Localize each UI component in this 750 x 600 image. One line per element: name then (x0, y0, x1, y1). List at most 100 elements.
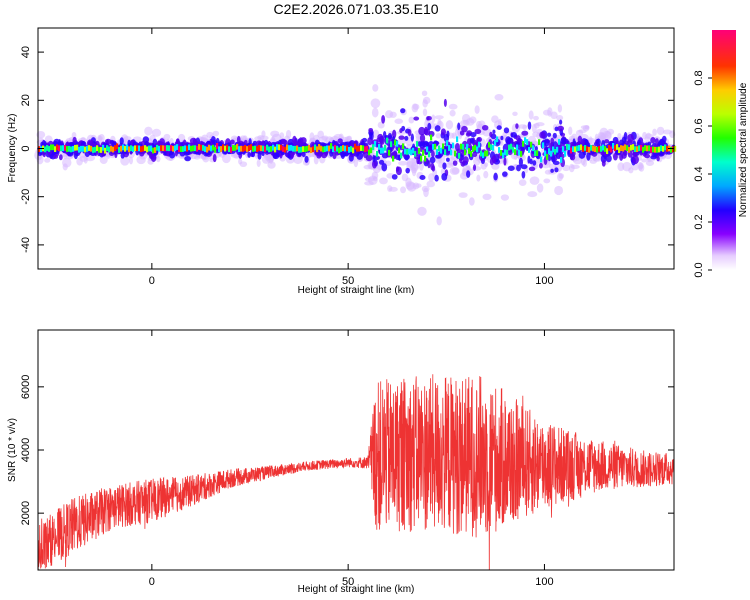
spectrogram-cell (533, 122, 540, 129)
spectrogram-ridge-cell (360, 145, 363, 151)
spectrogram-ridge-cell (448, 145, 451, 151)
spectrogram-cell (423, 126, 429, 136)
spectrogram-cell (321, 135, 329, 141)
spectrogram-cell (144, 126, 153, 136)
spectrogram-ridge-cell (88, 145, 91, 151)
spectrogram-ridge-cell (584, 145, 587, 151)
spectrogram-cell (588, 136, 593, 145)
spectrogram-ridge-cell (428, 151, 431, 158)
spectrogram-ridge-cell (580, 144, 583, 151)
spectrogram-ridge-cell (122, 144, 125, 151)
spectrogram-cell (472, 151, 478, 158)
spectrogram-ridge-cell (658, 146, 661, 153)
spectrogram-ridge-cell (102, 144, 105, 151)
spectrogram-ridge-cell (314, 144, 317, 151)
spectrogram-ridge-cell (632, 144, 635, 150)
spectrogram-cell (184, 155, 192, 162)
spectrogram-ridge-cell (530, 141, 533, 148)
spectrogram-ridge-cell (198, 144, 201, 150)
spectrogram-ridge-cell (152, 147, 155, 154)
spectrogram-ridge-cell (506, 149, 509, 156)
snr-y-tick-label: 2000 (20, 501, 32, 525)
spectrogram-ridge-cell (510, 143, 513, 150)
spectrogram-ridge-cell (66, 146, 69, 152)
spectrogram-ridge-cell (184, 145, 187, 152)
spectrogram-cell (457, 122, 461, 131)
spectrogram-ridge-cell (246, 146, 249, 152)
snr-x-tick-label: 50 (342, 576, 354, 588)
spectrogram-ridge-cell (194, 145, 197, 152)
spectrogram-ridge-cell (282, 146, 285, 152)
spectrogram-ridge-cell (94, 146, 97, 153)
spectrogram-ridge-cell (396, 140, 399, 147)
spectrogram-cell (395, 166, 400, 172)
spectrogram-ridge-cell (400, 152, 403, 159)
spectrogram-cell (557, 172, 563, 182)
spectrogram-cell (534, 146, 538, 151)
spectrogram-cell (515, 123, 519, 129)
spectrogram-ridge-cell (270, 146, 273, 152)
spectrogram-cell (412, 182, 420, 190)
spectrogram-ridge-cell (264, 146, 267, 153)
spectrogram-cell (259, 135, 269, 141)
spectrogram-ridge-cell (408, 148, 411, 155)
spectrogram-ridge-cell (516, 144, 519, 151)
spectrogram-ridge-cell (140, 146, 143, 153)
spectrogram-cell (210, 136, 216, 144)
spectrogram-cell (400, 108, 406, 114)
spectrogram-cell (256, 159, 261, 168)
spectrogram-ridge-cell (128, 146, 131, 153)
spectrogram-ridge-cell (382, 147, 385, 154)
spectrogram-ridge-cell (514, 149, 517, 155)
spectrogram-x-axis-label: Height of straight line (km) (298, 285, 415, 296)
spectrogram-cell (440, 128, 446, 136)
spectrogram-ridge-cell (634, 146, 637, 153)
spectrogram-ridge-cell (190, 145, 193, 152)
spectrogram-cell (492, 129, 496, 134)
spectrogram-cell (550, 168, 554, 173)
spectrogram-ridge-cell (108, 146, 111, 153)
spectrogram-ridge-cell (76, 144, 79, 151)
spectrogram-cell (459, 130, 465, 136)
spectrogram-cell (503, 127, 510, 134)
spectrogram-ridge-cell (290, 144, 293, 151)
spectrogram-cell (536, 183, 544, 193)
spectrogram-ridge-cell (54, 146, 57, 153)
spectrogram-cell (426, 180, 436, 188)
spectrogram-ridge-cell (238, 146, 241, 153)
spectrogram-ridge-cell (294, 145, 297, 152)
spectrogram-ridge-cell (50, 144, 53, 151)
spectrogram-ridge-cell (142, 145, 145, 152)
spectrogram-ridge-cell (370, 147, 373, 154)
spectrogram-ridge-cell (240, 145, 243, 152)
spectrogram-cell (557, 104, 563, 113)
snr-x-ticks: 0 50 100 (149, 330, 554, 588)
spectrogram-cell (236, 135, 241, 144)
spectrogram-cell (652, 128, 657, 136)
spectrogram-cell (268, 155, 274, 164)
spectrogram-ridge-cell (298, 146, 301, 153)
spectrogram-ridge-cell (600, 146, 603, 152)
spectrogram-cell (650, 155, 657, 160)
spectrogram-cell (557, 125, 565, 132)
spectrogram-cell (489, 157, 494, 166)
chart-title: C2E2.2026.071.03.35.E10 (273, 1, 438, 17)
spectrogram-ridge-cell (204, 146, 207, 152)
spectrogram-cell (428, 130, 435, 138)
spectrogram-ridge-cell (180, 146, 183, 153)
spectrogram-ridge-cell (110, 145, 113, 152)
spectrogram-ridge-cell (542, 142, 545, 149)
spectrogram-ridge-cell (384, 144, 387, 151)
spectrogram-ridge-cell (454, 150, 457, 157)
spectrogram-ridge-cell (200, 144, 203, 151)
spectrogram-ridge-cell (456, 136, 459, 143)
spectrogram-cell (421, 90, 428, 97)
spectrogram-cell (353, 157, 359, 168)
spectrogram-ridge-cell (418, 148, 421, 154)
spectrogram-cell (99, 155, 108, 165)
spectrogram-cell (550, 111, 558, 120)
spectrogram-ridge-cell (82, 145, 85, 152)
spectrogram-ridge-cell (352, 147, 355, 154)
spectrogram-ridge-cell (40, 146, 43, 153)
spectrogram-ridge-cell (146, 146, 149, 153)
